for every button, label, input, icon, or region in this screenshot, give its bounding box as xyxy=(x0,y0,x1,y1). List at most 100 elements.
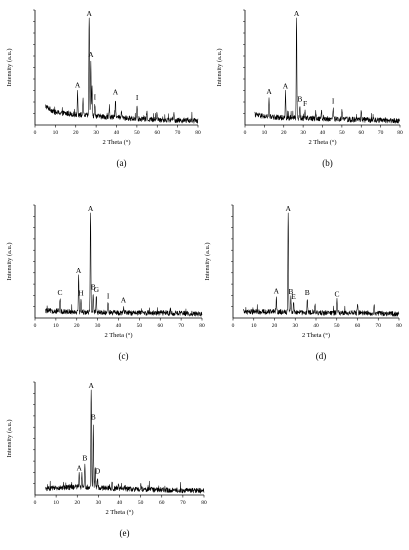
x-axis-label: 2 Theta (°) xyxy=(308,139,336,146)
peak-label: A xyxy=(88,50,94,59)
x-tick-label: 70 xyxy=(376,323,382,329)
chart-panel-1: 0 10 20 30 40 50 60 70 80 2 Theta (°) Intensity (a… xyxy=(216,9,403,168)
diffraction-pattern-line xyxy=(45,212,203,317)
peak-label: D xyxy=(95,466,101,475)
x-tick-label: 70 xyxy=(175,130,181,136)
diffraction-pattern-line xyxy=(45,17,199,124)
x-tick-label: 70 xyxy=(378,130,384,136)
x-tick-label: 60 xyxy=(359,130,365,136)
x-tick-label: 50 xyxy=(334,323,340,329)
peak-label: A xyxy=(88,204,94,213)
x-tick-label: 50 xyxy=(138,500,144,506)
x-tick-label: 20 xyxy=(74,323,80,329)
peak-label: I xyxy=(94,92,97,101)
x-tick-label: 10 xyxy=(53,500,59,506)
diffraction-pattern-line xyxy=(243,212,400,317)
peak-label: A xyxy=(76,463,82,472)
peak-label: I xyxy=(332,96,335,105)
x-axis-label: 2 Theta (°) xyxy=(104,332,132,339)
peak-label: F xyxy=(303,99,307,108)
peak-label: A xyxy=(274,286,280,295)
x-axis-label: 2 Theta (°) xyxy=(102,139,130,146)
x-tick-label: 0 xyxy=(244,130,247,136)
x-tick-label: 70 xyxy=(178,323,184,329)
x-tick-label: 40 xyxy=(320,130,326,136)
peak-label: A xyxy=(75,81,81,90)
x-tick-label: 10 xyxy=(262,130,268,136)
x-tick-label: 0 xyxy=(34,323,37,329)
x-tick-label: 50 xyxy=(339,130,345,136)
x-tick-label: 30 xyxy=(93,130,99,136)
x-tick-label: 80 xyxy=(199,323,205,329)
x-axis-label: 2 Theta (°) xyxy=(302,332,330,339)
peak-label: A xyxy=(266,87,272,96)
peak-label: A xyxy=(294,9,300,18)
x-tick-label: 0 xyxy=(34,130,37,136)
y-axis-label: Intensity (a.u.) xyxy=(6,48,13,86)
y-axis-label: Intensity (a.u.) xyxy=(216,48,223,86)
x-tick-label: 20 xyxy=(75,500,81,506)
chart-panel-3: 0 10 20 30 40 50 60 70 80 2 Theta (°) Intensity (a… xyxy=(204,204,402,361)
x-tick-label: 30 xyxy=(95,323,101,329)
peak-label: A xyxy=(285,204,291,213)
panel-label: (b) xyxy=(322,158,333,168)
y-axis-label: Intensity (a.u.) xyxy=(6,419,13,457)
peak-label: I xyxy=(107,291,110,300)
x-tick-label: 60 xyxy=(355,323,361,329)
peak-label: A xyxy=(121,296,127,305)
x-tick-label: 70 xyxy=(180,500,186,506)
diffraction-pattern-line xyxy=(45,389,205,494)
peak-label: A xyxy=(283,81,289,90)
x-tick-label: 10 xyxy=(251,323,257,329)
peak-label: B xyxy=(297,94,302,103)
x-tick-label: 80 xyxy=(397,130,403,136)
x-tick-label: 50 xyxy=(134,130,140,136)
x-tick-label: 20 xyxy=(281,130,287,136)
x-tick-label: 10 xyxy=(53,130,59,136)
peak-label: C xyxy=(334,289,339,298)
x-tick-label: 60 xyxy=(158,323,164,329)
x-tick-label: 30 xyxy=(96,500,102,506)
diffraction-pattern-line xyxy=(254,17,401,124)
x-tick-label: 40 xyxy=(117,500,123,506)
x-tick-label: 80 xyxy=(195,130,201,136)
x-tick-label: 80 xyxy=(396,323,402,329)
y-axis-label: Intensity (a.u.) xyxy=(204,242,211,280)
peak-label: A xyxy=(76,266,82,275)
x-tick-label: 40 xyxy=(313,323,319,329)
panel-label: (c) xyxy=(119,351,129,361)
x-tick-label: 40 xyxy=(116,323,122,329)
panel-label: (e) xyxy=(120,528,130,538)
y-axis-label: Intensity (a.u.) xyxy=(6,242,13,280)
peak-label: C xyxy=(58,288,63,297)
peak-label: B xyxy=(91,283,96,292)
x-tick-label: 20 xyxy=(73,130,79,136)
chart-panel-4: 0 10 20 30 40 50 60 70 80 2 Theta (°) Intensity (a… xyxy=(6,381,207,538)
x-tick-label: 80 xyxy=(201,500,207,506)
chart-panel-2: 0 10 20 30 40 50 60 70 80 2 Theta (°) Intensity (a… xyxy=(6,204,205,361)
panel-label: (d) xyxy=(316,351,327,361)
peak-label: I xyxy=(136,93,139,102)
x-tick-label: 0 xyxy=(34,500,37,506)
x-tick-label: 30 xyxy=(293,323,299,329)
peak-label: A xyxy=(113,88,119,97)
x-tick-label: 20 xyxy=(272,323,278,329)
peak-label: B xyxy=(82,453,87,462)
peak-label: A xyxy=(88,381,94,390)
x-tick-label: 60 xyxy=(155,130,161,136)
peak-label: E xyxy=(291,292,296,301)
peak-label: G xyxy=(94,285,100,294)
x-tick-label: 50 xyxy=(137,323,143,329)
x-tick-label: 0 xyxy=(232,323,235,329)
x-axis-label: 2 Theta (°) xyxy=(105,509,133,516)
x-tick-label: 60 xyxy=(159,500,165,506)
peak-label: B xyxy=(91,413,96,422)
chart-panel-0: 0 10 20 30 40 50 60 70 80 2 Theta (°) Intensity (a… xyxy=(6,9,201,168)
peak-label: B xyxy=(288,287,293,296)
panel-label: (a) xyxy=(117,158,127,168)
peak-label: H xyxy=(78,289,84,298)
x-tick-label: 40 xyxy=(114,130,120,136)
peak-label: A xyxy=(86,9,92,18)
x-tick-label: 10 xyxy=(53,323,59,329)
